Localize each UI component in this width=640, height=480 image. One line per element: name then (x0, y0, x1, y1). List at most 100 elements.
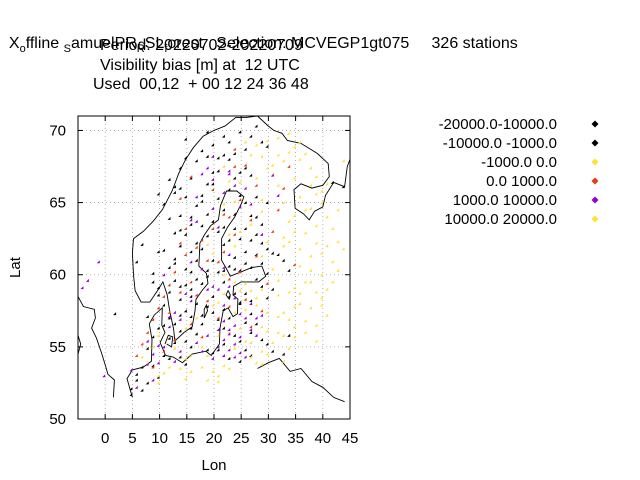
station-point (221, 319, 225, 323)
station-point (260, 254, 264, 258)
station-point (287, 150, 291, 154)
station-point (232, 291, 236, 295)
station-point (205, 348, 209, 352)
station-point (330, 280, 334, 284)
station-point (113, 312, 117, 316)
station-point (254, 124, 258, 128)
station-point (189, 218, 193, 222)
station-point (200, 313, 204, 317)
station-point (292, 325, 296, 329)
station-point (243, 166, 247, 170)
coastline (77, 296, 115, 398)
station-point (308, 166, 312, 170)
x-axis-label: Lon (201, 457, 226, 474)
station-point (183, 362, 187, 366)
station-point (243, 250, 247, 254)
station-point (205, 274, 209, 278)
title-part: ffline (25, 35, 64, 52)
station-point (156, 381, 160, 385)
station-point (292, 304, 296, 308)
station-point (325, 313, 329, 317)
station-point (221, 338, 225, 342)
station-point (232, 199, 236, 203)
station-point (238, 302, 242, 306)
station-point (221, 208, 225, 212)
station-point (80, 286, 84, 290)
x-tick-label: 5 (128, 430, 136, 447)
station-point (178, 297, 182, 301)
station-point (227, 157, 231, 161)
station-point (172, 257, 176, 261)
station-point (172, 322, 176, 326)
station-point (227, 277, 231, 281)
station-point (216, 270, 220, 274)
station-point (145, 362, 149, 366)
station-point (308, 206, 312, 210)
station-point (183, 356, 187, 360)
station-point (249, 238, 253, 242)
station-point (292, 229, 296, 233)
station-point (189, 322, 193, 326)
station-point (189, 369, 193, 373)
station-point (205, 378, 209, 382)
title-part: orest Selection: MCVEGP1gt075 326 statio… (167, 35, 518, 52)
station-point (189, 260, 193, 264)
title-part: o (19, 43, 26, 56)
station-point (183, 156, 187, 160)
station-point (162, 248, 166, 252)
station-point (260, 222, 264, 226)
station-point (243, 147, 247, 151)
station-point (341, 159, 345, 163)
station-point (216, 260, 220, 264)
station-point (238, 198, 242, 202)
station-point (194, 245, 198, 249)
station-point (232, 183, 236, 187)
station-point (162, 202, 166, 206)
station-point (249, 341, 253, 345)
station-point (189, 215, 193, 219)
station-point (102, 374, 106, 378)
station-point (200, 224, 204, 228)
legend-marker (591, 215, 599, 223)
station-point (162, 303, 166, 307)
legend-marker (591, 158, 599, 166)
station-point (260, 209, 264, 213)
station-point (156, 361, 160, 365)
station-point (254, 303, 258, 307)
station-point (172, 261, 176, 265)
station-point (270, 163, 274, 167)
station-point (156, 250, 160, 254)
station-point (260, 349, 264, 353)
station-point (167, 265, 171, 269)
station-point (292, 214, 296, 218)
station-point (189, 345, 193, 349)
station-point (287, 317, 291, 321)
station-point (243, 140, 247, 144)
station-point (330, 180, 334, 184)
grid-lines (78, 116, 351, 420)
station-point (330, 227, 334, 231)
station-point (134, 385, 138, 389)
plot-frame (77, 115, 351, 420)
station-point (178, 186, 182, 190)
station-point (314, 192, 318, 196)
station-point (270, 349, 274, 353)
station-point (162, 273, 166, 277)
station-point (167, 216, 171, 220)
station-point (260, 362, 264, 366)
legend-label: -20000.0-10000.0 (439, 116, 557, 133)
station-point (205, 212, 209, 216)
station-point (243, 297, 247, 301)
station-point (227, 232, 231, 236)
station-point (200, 349, 204, 353)
station-point (232, 280, 236, 284)
station-point (336, 240, 340, 244)
station-point (211, 219, 215, 223)
data-points (80, 124, 345, 396)
station-point (243, 227, 247, 231)
coastline (77, 335, 82, 355)
station-point (341, 185, 345, 189)
station-point (276, 278, 280, 282)
station-point (308, 306, 312, 310)
station-point (145, 381, 149, 385)
